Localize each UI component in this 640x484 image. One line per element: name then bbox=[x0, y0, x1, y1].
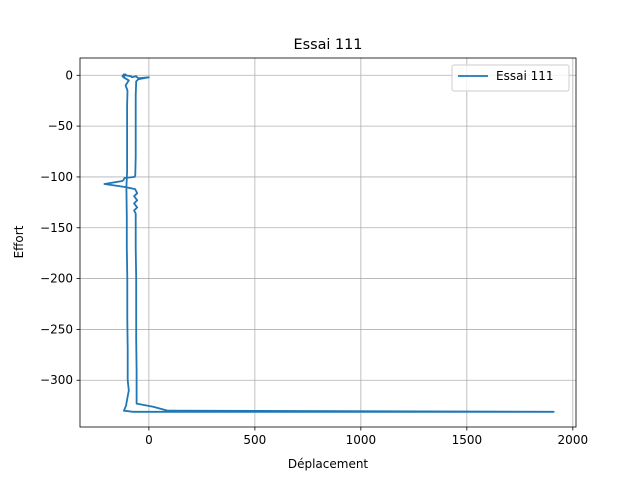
x-axis-label: Déplacement bbox=[288, 457, 369, 471]
x-tick-label: 500 bbox=[243, 433, 266, 447]
x-tick-label: 0 bbox=[145, 433, 153, 447]
series-line-0 bbox=[103, 73, 555, 413]
x-tick-label: 2000 bbox=[558, 433, 589, 447]
legend-label: Essai 111 bbox=[496, 69, 554, 83]
chart-title: Essai 111 bbox=[294, 37, 363, 53]
y-tick-label: 0 bbox=[65, 68, 73, 82]
y-tick-label: −200 bbox=[40, 272, 73, 286]
y-tick-label: −100 bbox=[40, 170, 73, 184]
y-tick-label: −250 bbox=[40, 322, 73, 336]
y-tick-label: −50 bbox=[48, 119, 73, 133]
y-tick-label: −300 bbox=[40, 373, 73, 387]
grid bbox=[80, 58, 576, 427]
series-layer bbox=[103, 73, 555, 413]
ticks: 0 500 1000 1500 2000 0 −50 −100 −150 −200 −250 −300 bbox=[40, 68, 588, 447]
axes-frame bbox=[79, 57, 577, 428]
plot-area bbox=[80, 58, 576, 427]
y-axis-label: Effort bbox=[12, 225, 26, 258]
y-tick-label: −150 bbox=[40, 221, 73, 235]
x-tick-label: 1000 bbox=[346, 433, 377, 447]
legend: Essai 111 bbox=[451, 64, 570, 92]
x-tick-label: 1500 bbox=[452, 433, 483, 447]
legend-box bbox=[451, 64, 570, 92]
